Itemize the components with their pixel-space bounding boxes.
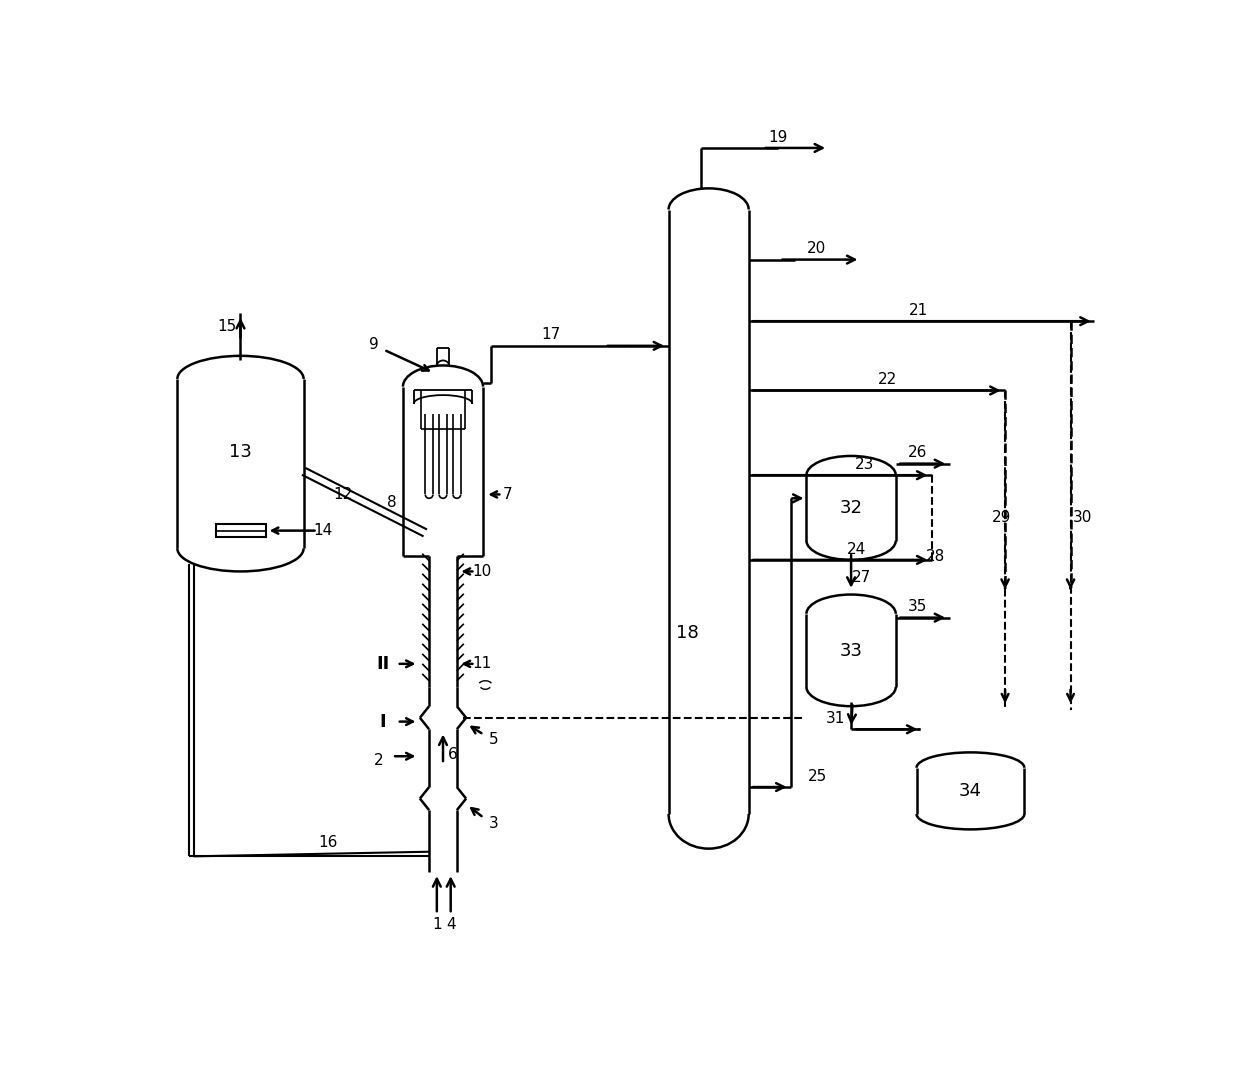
Text: 13: 13 [229, 443, 252, 462]
Text: 16: 16 [317, 835, 337, 850]
Text: 4: 4 [446, 917, 455, 932]
Text: 12: 12 [334, 487, 352, 502]
Text: II: II [376, 655, 389, 673]
Text: 23: 23 [854, 457, 874, 472]
Text: 7: 7 [503, 487, 512, 502]
Text: 19: 19 [769, 130, 787, 145]
Text: 2: 2 [374, 753, 384, 768]
Text: 29: 29 [992, 510, 1011, 526]
Bar [216, 524, 265, 537]
Text: 28: 28 [926, 549, 945, 564]
Text: 14: 14 [314, 523, 332, 538]
Text: 8: 8 [387, 495, 397, 510]
Text: 3: 3 [489, 815, 498, 830]
Text: 22: 22 [878, 372, 897, 387]
Text: 9: 9 [368, 337, 378, 352]
Text: 24: 24 [847, 542, 866, 556]
Text: 26: 26 [908, 445, 928, 459]
Text: 1: 1 [432, 917, 441, 932]
Text: 34: 34 [959, 781, 982, 800]
Text: 17: 17 [541, 327, 560, 342]
Text: 30: 30 [1073, 510, 1091, 526]
Text: 5: 5 [489, 731, 498, 747]
Text: 27: 27 [852, 570, 872, 585]
Text: 21: 21 [909, 303, 928, 318]
Text: 18: 18 [676, 624, 698, 642]
Text: 25: 25 [808, 769, 827, 784]
Text: 32: 32 [839, 499, 863, 517]
Text: 10: 10 [472, 564, 491, 579]
Text: 6: 6 [448, 747, 458, 762]
Text: I: I [379, 712, 386, 730]
Text: 15: 15 [217, 319, 237, 334]
Text: 31: 31 [826, 711, 846, 726]
Text: 20: 20 [807, 241, 826, 256]
Text: 35: 35 [908, 599, 928, 614]
Text: 33: 33 [839, 642, 863, 660]
Text: 11: 11 [472, 657, 491, 672]
